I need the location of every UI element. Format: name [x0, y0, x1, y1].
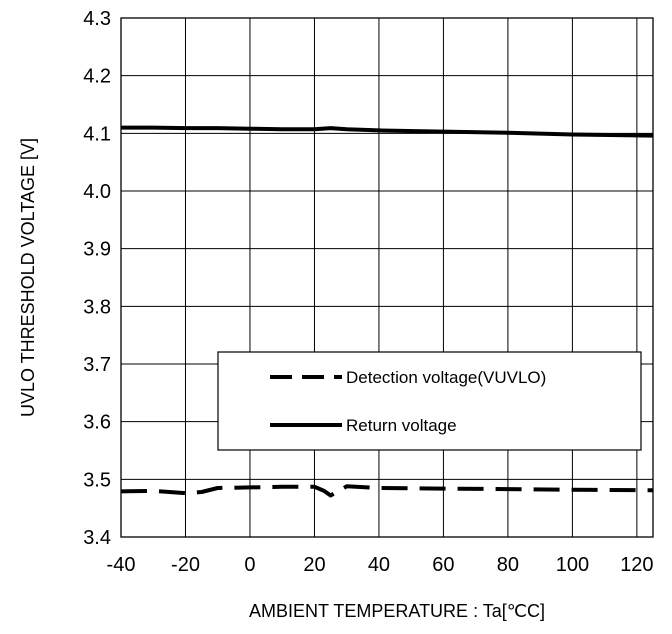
x-tick-label: 120	[620, 554, 653, 576]
legend-box	[217, 351, 642, 451]
tick-labels: -40 -20 0 20 40 60 80 100 120 3.4 3.5 3.6 3.7 3.8 3.9 4…	[83, 8, 653, 576]
y-tick-label: 3.8	[83, 296, 111, 318]
x-tick-label: 20	[303, 554, 325, 576]
y-tick-label: 3.9	[83, 239, 111, 261]
x-tick-label: 40	[368, 554, 390, 576]
x-tick-label: 100	[556, 554, 589, 576]
y-tick-label: 4.0	[83, 181, 111, 203]
x-tick-label: -20	[171, 554, 200, 576]
return-voltage-line	[121, 125, 654, 138]
y-tick-label: 3.7	[83, 354, 111, 376]
y-axis-label: UVLO THRESHOLD VOLTAGE [V]	[18, 138, 38, 417]
y-tick-label: 4.1	[83, 123, 111, 145]
detection-voltage-line	[120, 484, 654, 498]
grid-lines	[120, 17, 653, 538]
x-tick-label: 60	[432, 554, 454, 576]
x-tick-label: 0	[244, 554, 255, 576]
y-tick-label: 3.5	[83, 469, 111, 491]
y-tick-label: 3.6	[83, 412, 111, 434]
x-tick-label: 80	[497, 554, 519, 576]
y-tick-label: 3.4	[83, 527, 111, 549]
legend-label-detection: Detection voltage(VUVLO)	[346, 368, 546, 387]
y-tick-label: 4.2	[83, 66, 111, 88]
legend: Detection voltage(VUVLO) Return voltage	[217, 351, 642, 451]
plot-area-frame	[120, 17, 654, 538]
series-lines	[120, 125, 654, 498]
x-axis-label: AMBIENT TEMPERATURE : Ta[℃C]	[249, 601, 545, 621]
legend-label-return: Return voltage	[346, 416, 457, 435]
x-tick-label: -40	[107, 554, 136, 576]
y-tick-label: 4.3	[83, 8, 111, 30]
